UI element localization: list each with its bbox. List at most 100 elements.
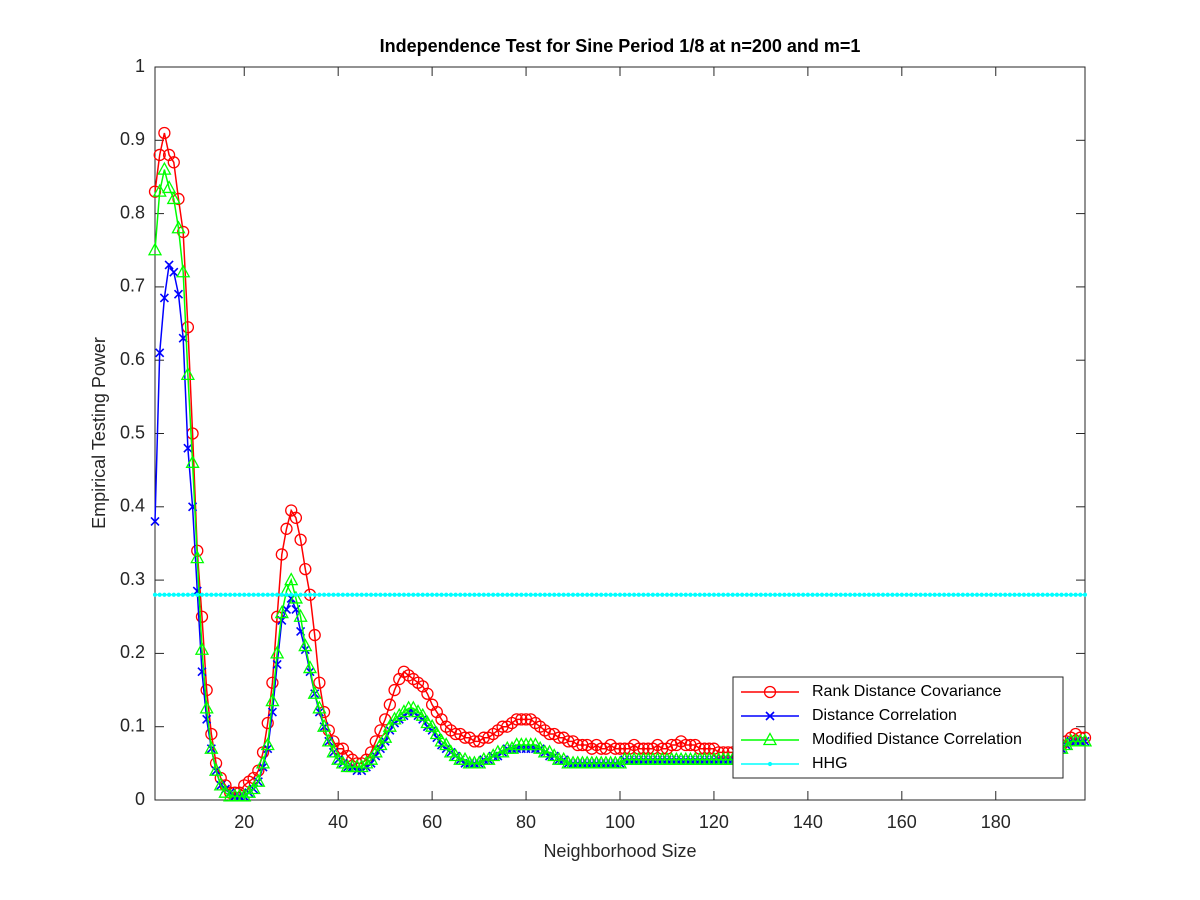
marker xyxy=(293,592,299,597)
marker xyxy=(655,592,660,597)
marker xyxy=(157,161,172,175)
marker xyxy=(984,592,989,597)
marker xyxy=(190,550,205,564)
marker xyxy=(270,592,275,597)
marker xyxy=(199,592,205,597)
marker xyxy=(848,592,853,597)
marker xyxy=(260,737,275,751)
marker xyxy=(786,592,792,597)
marker xyxy=(382,718,397,732)
x-tick-label: 40 xyxy=(328,812,348,832)
marker xyxy=(293,608,308,622)
marker xyxy=(439,737,454,751)
marker xyxy=(603,592,609,597)
marker xyxy=(415,592,421,597)
marker xyxy=(1077,733,1093,747)
marker xyxy=(796,592,801,597)
marker xyxy=(1082,592,1088,597)
marker xyxy=(265,693,280,707)
marker xyxy=(298,592,303,597)
marker xyxy=(167,156,180,169)
marker xyxy=(266,676,279,689)
marker xyxy=(289,592,294,597)
marker xyxy=(256,592,261,597)
marker xyxy=(270,645,285,659)
marker xyxy=(284,592,289,597)
marker xyxy=(988,592,994,597)
marker xyxy=(326,744,341,758)
marker xyxy=(970,592,975,597)
marker xyxy=(378,592,383,597)
y-tick-label: 1 xyxy=(135,56,145,76)
y-tick-label: 0.9 xyxy=(120,129,145,149)
marker xyxy=(833,592,839,597)
y-tick-label: 0.4 xyxy=(120,496,145,516)
x-tick-label: 60 xyxy=(422,812,442,832)
marker xyxy=(444,592,449,597)
marker xyxy=(401,592,407,597)
marker xyxy=(383,592,388,597)
marker xyxy=(150,516,160,527)
marker xyxy=(876,592,881,597)
marker xyxy=(960,592,965,597)
marker xyxy=(767,761,773,767)
marker xyxy=(237,788,252,802)
marker xyxy=(195,610,209,623)
marker xyxy=(185,592,190,597)
marker xyxy=(345,592,350,597)
marker xyxy=(575,592,580,597)
marker xyxy=(387,711,402,725)
marker xyxy=(932,592,937,597)
marker xyxy=(735,592,740,597)
y-tick-label: 0.3 xyxy=(120,569,145,589)
marker xyxy=(237,592,242,597)
marker xyxy=(510,713,523,726)
marker xyxy=(373,737,388,751)
marker xyxy=(805,592,810,597)
marker xyxy=(298,638,313,652)
marker xyxy=(415,707,430,721)
marker xyxy=(176,264,191,278)
marker xyxy=(1017,592,1022,597)
marker xyxy=(646,592,651,597)
marker xyxy=(155,348,165,358)
marker xyxy=(164,260,174,270)
marker xyxy=(432,733,442,743)
marker xyxy=(195,592,200,597)
marker xyxy=(890,592,895,597)
marker xyxy=(946,592,951,597)
marker xyxy=(495,592,500,597)
marker xyxy=(707,592,712,597)
marker xyxy=(284,572,299,586)
marker xyxy=(476,592,482,597)
marker xyxy=(303,592,308,597)
marker xyxy=(153,148,166,162)
marker xyxy=(177,225,190,239)
marker xyxy=(176,592,181,597)
marker xyxy=(359,592,364,597)
y-tick-label: 0.5 xyxy=(120,422,145,442)
marker xyxy=(613,592,618,597)
marker xyxy=(458,592,463,597)
marker xyxy=(383,698,396,711)
marker xyxy=(246,781,261,795)
marker xyxy=(880,592,886,597)
marker xyxy=(434,592,439,597)
marker xyxy=(208,762,224,776)
marker xyxy=(368,744,383,758)
marker xyxy=(740,592,745,597)
marker xyxy=(857,592,862,597)
marker xyxy=(491,592,496,597)
marker xyxy=(749,592,754,597)
marker xyxy=(918,592,923,597)
marker xyxy=(448,592,454,597)
marker xyxy=(368,592,374,597)
marker xyxy=(312,700,327,714)
marker xyxy=(228,592,233,597)
marker xyxy=(678,592,684,597)
marker xyxy=(481,592,486,597)
marker xyxy=(183,443,193,453)
marker xyxy=(213,777,228,791)
marker xyxy=(406,592,411,597)
